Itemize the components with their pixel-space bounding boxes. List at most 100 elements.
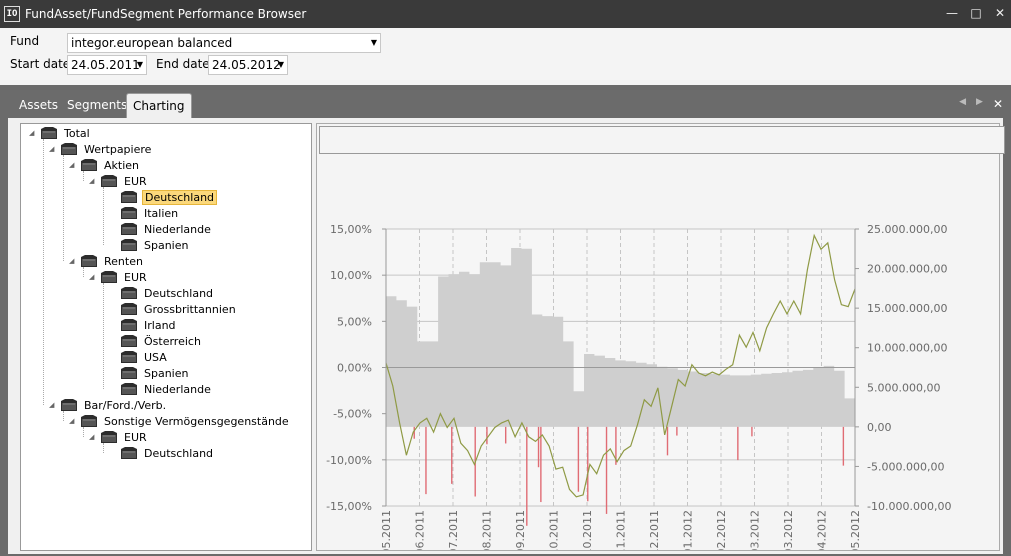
folder-icon — [60, 142, 78, 156]
tree-node-label: Sonstige Vermögensgegenstände — [104, 414, 289, 428]
chart-panel: 15,00% 10,00% 5,00% 0,00% -5,00% -10,00% -15,0… — [316, 123, 1005, 551]
y-right-tick-label: -10.000.000,00 — [867, 500, 951, 513]
bar — [486, 426, 488, 445]
tree-spacer — [109, 193, 117, 201]
collapse-icon[interactable]: ◢ — [69, 417, 75, 425]
tree-guide-line — [63, 411, 64, 421]
prev-tab-icon[interactable]: ◀ — [959, 97, 967, 107]
y-left-tick-label: -15,00% — [326, 500, 372, 513]
folder-icon — [120, 190, 138, 204]
folder-icon — [60, 398, 78, 412]
y-left-tick-label: 15,00% — [330, 223, 372, 236]
tree-node[interactable]: Spanien — [109, 237, 190, 253]
tree-spacer — [109, 369, 117, 377]
tree-node[interactable]: ◢ Aktien — [69, 157, 141, 173]
folder-icon — [120, 350, 138, 364]
x-tick-label: 26.04.2012 — [816, 510, 829, 550]
close-icon[interactable]: ✕ — [994, 6, 1006, 20]
tree-node[interactable]: Niederlande — [109, 221, 213, 237]
end-date-picker[interactable]: 24.05.2012 ▼ — [208, 55, 288, 75]
folder-icon — [80, 158, 98, 172]
close-tab-icon[interactable]: ✕ — [992, 97, 1003, 111]
tree-node[interactable]: Irland — [109, 317, 178, 333]
tree-node[interactable]: Österreich — [109, 333, 203, 349]
folder-icon — [120, 382, 138, 396]
tree-node-label: Wertpapiere — [84, 142, 152, 156]
folder-icon — [120, 334, 138, 348]
tree-node-label: Aktien — [104, 158, 140, 172]
start-date-picker[interactable]: 24.05.2011 ▼ — [67, 55, 147, 75]
chevron-down-icon[interactable]: ▼ — [370, 38, 377, 47]
folder-icon — [100, 430, 118, 444]
bar — [737, 426, 739, 461]
x-tick-label: 15.07.2011 — [447, 510, 460, 550]
bar — [451, 426, 453, 484]
collapse-icon[interactable]: ◢ — [89, 177, 95, 185]
collapse-icon[interactable]: ◢ — [89, 273, 95, 281]
tree-node[interactable]: Niederlande — [109, 381, 213, 397]
tree-node[interactable]: ◢ Sonstige Vermögensgegenstände — [69, 413, 291, 429]
tree-spacer — [109, 209, 117, 217]
tree-node[interactable]: Italien — [109, 205, 180, 221]
window-title: FundAsset/FundSegment Performance Browse… — [25, 7, 307, 21]
tree-node-label: Grossbrittannien — [144, 302, 236, 316]
chevron-down-icon[interactable]: ▼ — [277, 60, 284, 69]
end-date-value: 24.05.2012 — [212, 58, 281, 72]
tab-segments[interactable]: Segments — [67, 98, 128, 112]
y-right-tick-label: -5.000.000,00 — [867, 460, 944, 473]
tree-node-label: Total — [64, 126, 90, 140]
tab-assets[interactable]: Assets — [19, 98, 59, 112]
folder-icon — [80, 414, 98, 428]
folder-icon — [100, 270, 118, 284]
tree-node[interactable]: Deutschland — [109, 445, 215, 461]
folder-icon — [120, 222, 138, 236]
tree-spacer — [109, 305, 117, 313]
maximize-icon[interactable]: □ — [970, 6, 982, 20]
chevron-down-icon[interactable]: ▼ — [136, 60, 143, 69]
tree-guide-line — [103, 187, 104, 245]
tree-node[interactable]: ◢ Renten — [69, 253, 145, 269]
tree-node[interactable]: ◢ Total — [29, 125, 92, 141]
tree-guide-line — [43, 139, 44, 405]
tree-spacer — [109, 385, 117, 393]
next-tab-icon[interactable]: ▶ — [976, 97, 983, 107]
x-tick-label: 19.06.2011 — [414, 510, 427, 550]
tree-node-label: EUR — [124, 430, 147, 444]
minimize-icon[interactable]: — — [946, 6, 958, 20]
segment-tree[interactable]: ◢ Total ◢ Wertpapiere ◢ Aktien ◢ EUR Deutschland… — [20, 123, 312, 551]
x-tick-label: 10.08.2011 — [481, 510, 494, 550]
collapse-icon[interactable]: ◢ — [49, 401, 55, 409]
y-right-tick-label: 5.000.000,00 — [867, 381, 940, 394]
tree-node[interactable]: Grossbrittannien — [109, 301, 238, 317]
app-icon: IO — [4, 6, 20, 22]
collapse-icon[interactable]: ◢ — [89, 433, 95, 441]
collapse-icon[interactable]: ◢ — [69, 161, 75, 169]
performance-line — [385, 233, 856, 498]
collapse-icon[interactable]: ◢ — [69, 257, 75, 265]
start-date-value: 24.05.2011 — [71, 58, 140, 72]
y-right-tick-label: 0,00 — [867, 421, 892, 434]
bar — [413, 426, 415, 439]
tree-node[interactable]: ◢ Wertpapiere — [49, 141, 153, 157]
collapse-icon[interactable]: ◢ — [49, 145, 55, 153]
tree-guide-line — [103, 443, 104, 453]
title-bar: IO FundAsset/FundSegment Performance Bro… — [0, 0, 1011, 28]
tab-charting[interactable]: Charting — [126, 93, 192, 119]
tree-node[interactable]: USA — [109, 349, 169, 365]
fund-select[interactable]: integor.european balanced ▼ — [67, 33, 381, 53]
tree-node[interactable]: Spanien — [109, 365, 190, 381]
tree-spacer — [109, 225, 117, 233]
bar — [577, 426, 580, 492]
x-tick-label: 18.12.2011 — [648, 510, 661, 550]
tree-node[interactable]: ◢ EUR — [89, 173, 149, 189]
tree-node[interactable]: Deutschland — [109, 285, 215, 301]
tree-node[interactable]: ◢ EUR — [89, 429, 149, 445]
area-series — [386, 248, 855, 427]
y-left-tick-label: -5,00% — [333, 408, 372, 421]
tree-node[interactable]: ◢ Bar/Ford./Verb. — [49, 397, 168, 413]
tree-node[interactable]: ◢ EUR — [89, 269, 149, 285]
window-controls: — □ ✕ — [945, 6, 1007, 20]
tree-node-label: EUR — [124, 270, 147, 284]
tree-node[interactable]: Deutschland — [109, 189, 218, 205]
collapse-icon[interactable]: ◢ — [29, 129, 35, 137]
